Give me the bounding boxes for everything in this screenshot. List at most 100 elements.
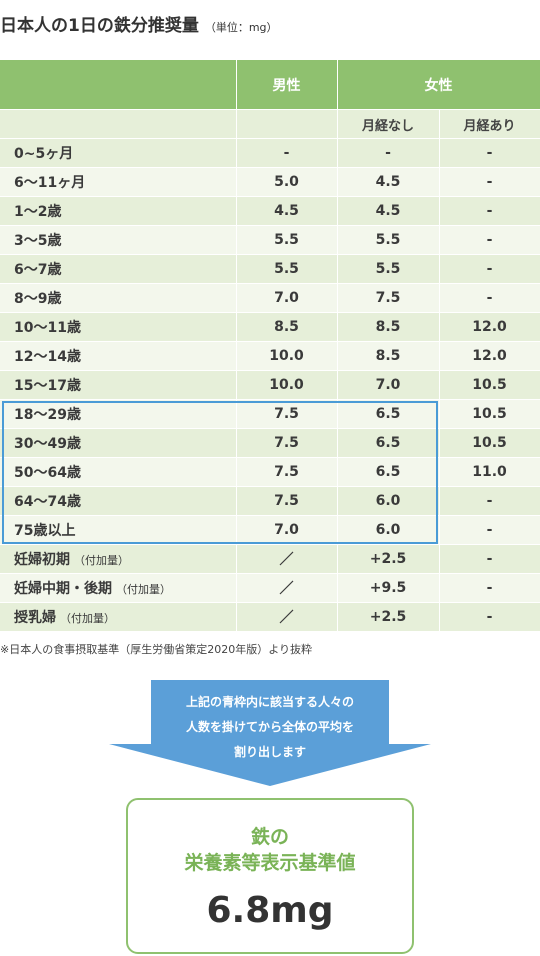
down-arrow-icon [109,680,431,786]
with-menses-cell: - [439,486,540,516]
male-cell-text: 5.0 [274,174,299,190]
with-menses-cell-text: - [486,174,493,190]
table-row: 75歳以上 7.0 6.0 - [0,515,540,545]
no-menses-cell-text: 7.5 [375,290,401,306]
age-cell: 6～7歳 [0,254,237,284]
age-cell: 8～9歳 [0,283,237,313]
male-cell-text: 7.5 [274,493,299,509]
male-cell-text: 8.5 [274,319,299,335]
male-cell-text: 10.0 [269,377,304,393]
age-cell: 1～2歳 [0,196,237,226]
no-menses-cell-text: 4.5 [375,174,401,190]
with-menses-cell-text: 12.0 [472,348,507,364]
no-menses-cell-text: 6.5 [375,464,401,480]
subheader-blank [0,109,237,139]
male-cell: 7.5 [236,428,338,458]
with-menses-cell-text: 11.0 [472,464,507,480]
age-cell: 30～49歳 [0,428,237,458]
age-cell-text: 75歳以上 [14,523,76,539]
age-cell: 妊婦初期 （付加量） [0,544,237,574]
with-menses-cell: 10.5 [439,399,540,429]
table-row: 3～5歳 5.5 5.5 - [0,225,540,255]
with-menses-cell-text: - [486,580,493,596]
with-menses-cell: - [439,602,540,631]
no-menses-cell: 7.0 [337,370,440,400]
no-menses-cell: 6.5 [337,457,440,487]
unit-label: （単位：mg） [204,21,278,34]
with-menses-cell: - [439,283,540,313]
with-menses-cell: - [439,573,540,603]
with-menses-cell: - [439,225,540,255]
with-menses-cell-text: 10.5 [472,377,507,393]
no-menses-cell-text: 6.0 [375,493,401,509]
table-row: 15～17歳 10.0 7.0 10.5 [0,370,540,400]
no-menses-cell-text: 5.5 [375,232,401,248]
age-cell: 75歳以上 [0,515,237,545]
with-menses-cell: - [439,515,540,545]
age-cell-text: 64～74歳 [14,494,81,510]
no-menses-cell: +2.5 [337,544,440,574]
no-menses-cell-text: 5.5 [375,261,401,277]
table-row: 6～7歳 5.5 5.5 - [0,254,540,284]
no-menses-cell: 4.5 [337,196,440,226]
no-menses-cell: 6.0 [337,486,440,516]
age-cell-text: 0~5ヶ月 [14,146,74,162]
male-cell-text: 10.0 [269,348,304,364]
subheader-blank-male [236,109,338,139]
with-menses-cell-text: - [486,261,493,277]
table-row: 1～2歳 4.5 4.5 - [0,196,540,226]
no-menses-cell: +2.5 [337,602,440,631]
additional-amount-note: （付加量） [74,554,129,567]
table-body: 0~5ヶ月 - - - 6～11ヶ月 5.0 4.5 - 1～2歳 4.5 4.5 - 3～5歳 5.5 5… [0,138,540,631]
with-menses-cell-text: - [486,609,493,625]
no-menses-cell-text: - [385,145,391,161]
male-cell-text: 7.5 [274,406,299,422]
age-cell-text: 6～11ヶ月 [14,175,86,191]
age-cell-text: 1～2歳 [14,204,62,220]
table-row: 授乳婦 （付加量） ／ +2.5 - [0,602,540,631]
no-menses-cell-text: 6.5 [375,406,401,422]
subheader-no-menses: 月経なし [337,109,440,139]
no-menses-cell-text: +9.5 [369,580,407,596]
male-cell-text: 5.5 [274,261,299,277]
table-row: 妊婦初期 （付加量） ／ +2.5 - [0,544,540,574]
age-cell: 64～74歳 [0,486,237,516]
male-cell: ／ [236,573,338,603]
with-menses-cell-text: - [486,522,493,538]
age-cell-text: 15～17歳 [14,378,81,394]
with-menses-cell-text: - [486,493,493,509]
table-row: 18～29歳 7.5 6.5 10.5 [0,399,540,429]
male-cell-text: 7.0 [274,522,299,538]
age-cell: 0~5ヶ月 [0,138,237,168]
age-cell: 10～11歳 [0,312,237,342]
age-cell: 50～64歳 [0,457,237,487]
male-cell: 7.5 [236,457,338,487]
age-cell: 12～14歳 [0,341,237,371]
table-row: 50～64歳 7.5 6.5 11.0 [0,457,540,487]
with-menses-cell-text: 10.5 [472,406,507,422]
header-female: 女性 [337,60,540,110]
table-row: 30～49歳 7.5 6.5 10.5 [0,428,540,458]
male-cell: 5.0 [236,167,338,197]
male-cell: 4.5 [236,196,338,226]
no-menses-cell-text: 8.5 [375,348,401,364]
table-subheader-row: 月経なし 月経あり [0,109,540,139]
male-cell-text: 7.5 [274,464,299,480]
male-cell-text: 7.5 [274,435,299,451]
no-menses-cell: 4.5 [337,167,440,197]
with-menses-cell: 10.5 [439,428,540,458]
age-cell-text: 10～11歳 [14,320,81,336]
arrow-caption-line: 人数を掛けてから全体の平均を [185,720,354,734]
no-menses-cell: 8.5 [337,341,440,371]
age-cell-text: 3～5歳 [14,233,62,249]
age-cell: 15～17歳 [0,370,237,400]
age-cell-text: 妊婦中期・後期 [14,581,112,597]
male-cell: ／ [236,602,338,631]
no-menses-cell-text: 4.5 [375,203,401,219]
page-title: 日本人の1日の鉄分推奨量 （単位：mg） [0,14,278,38]
table-row: 0~5ヶ月 - - - [0,138,540,168]
table-row: 10～11歳 8.5 8.5 12.0 [0,312,540,342]
male-cell: 10.0 [236,370,338,400]
no-menses-cell: 6.5 [337,399,440,429]
with-menses-cell-text: - [486,203,493,219]
